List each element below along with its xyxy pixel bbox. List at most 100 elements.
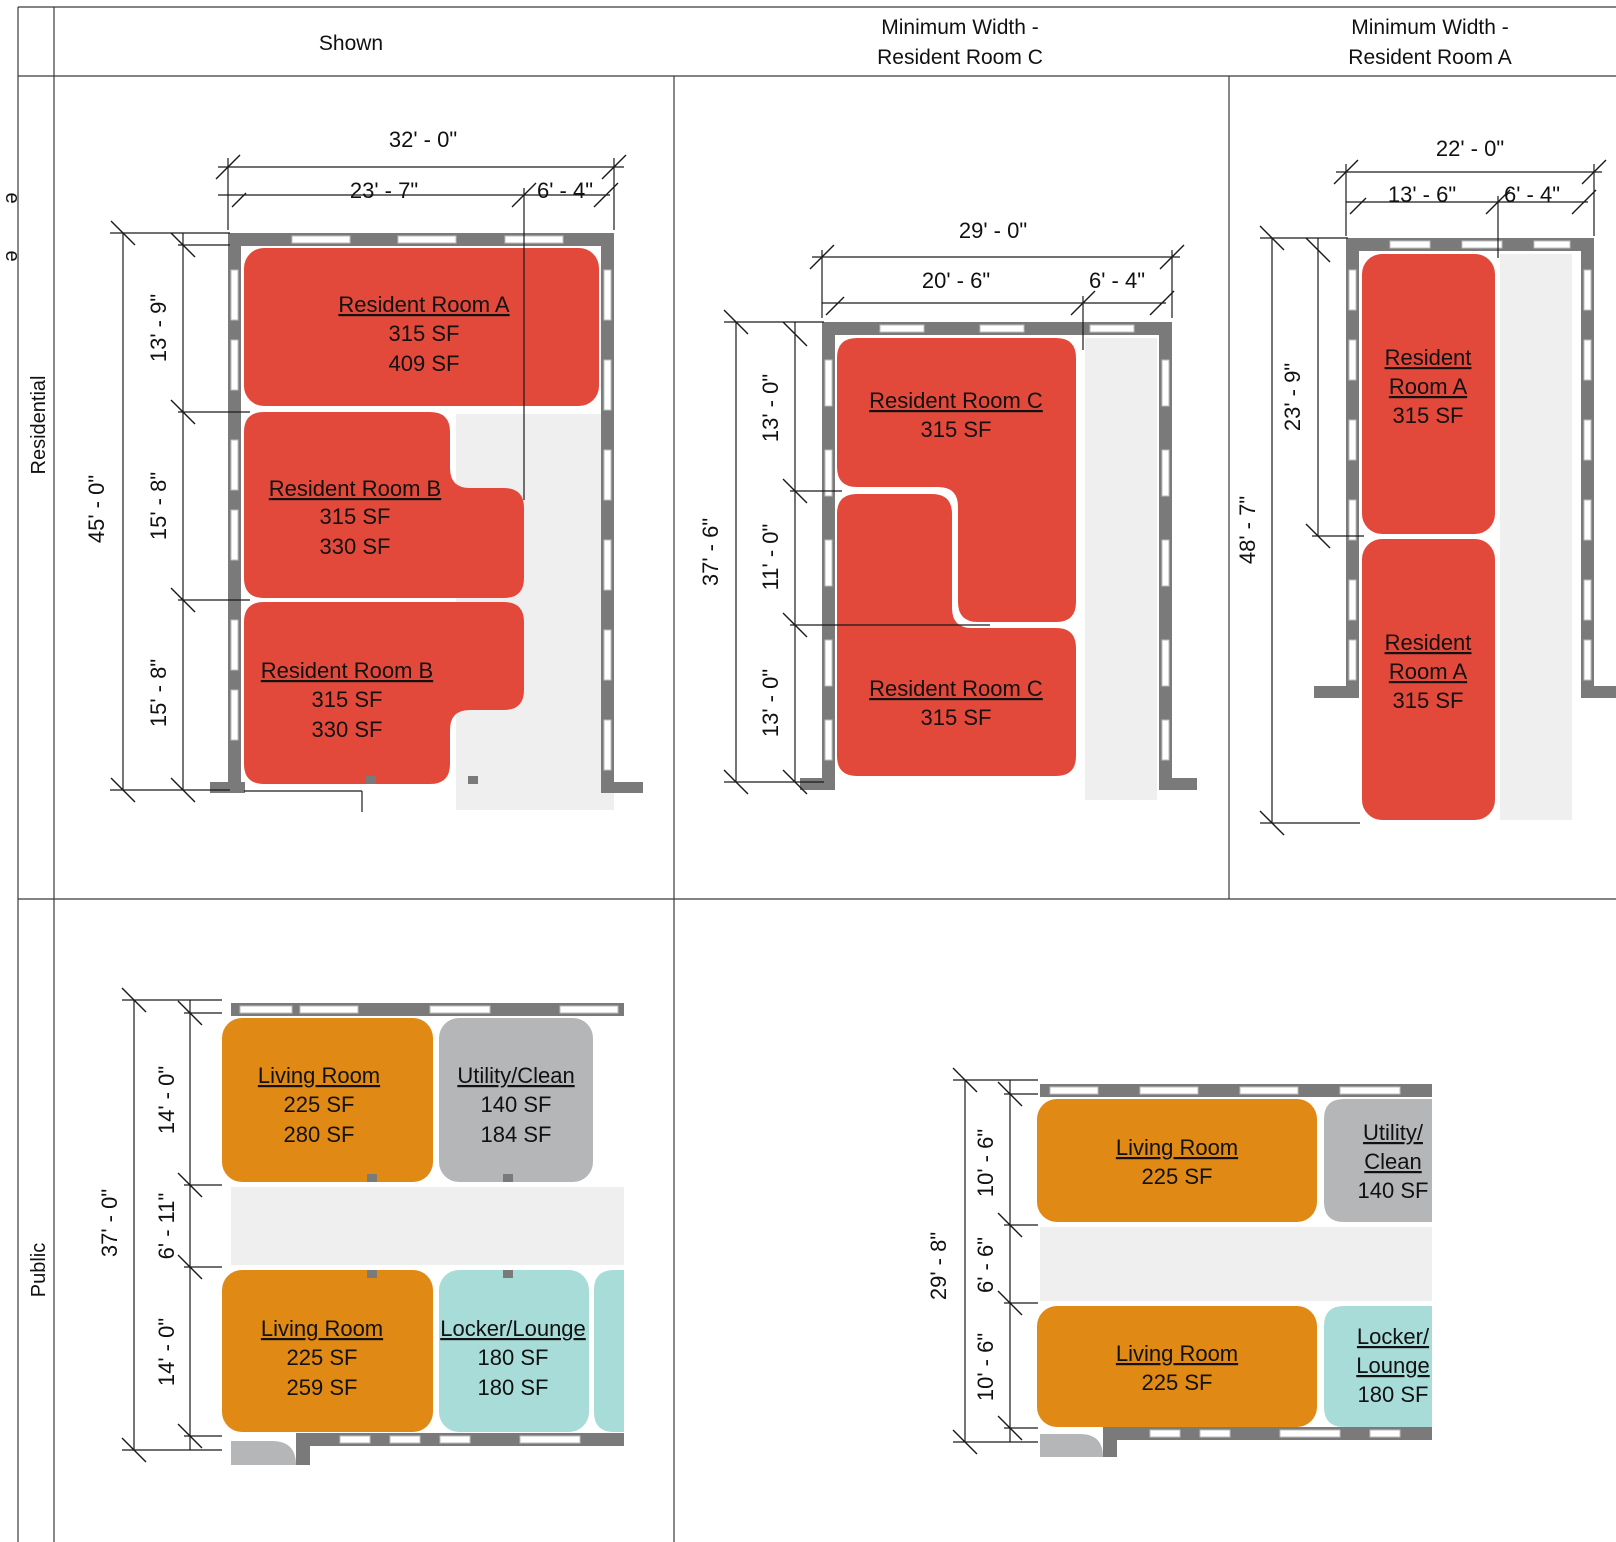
dimension-overall-height: 37' - 0" (97, 1189, 122, 1257)
dimension-height-2: 6' - 6" (973, 1237, 998, 1293)
room-area: 184 SF (481, 1122, 552, 1147)
door-swing (1040, 1434, 1103, 1457)
room-resident-a-1 (1362, 254, 1495, 534)
room-name: Resident Room B (269, 476, 441, 501)
room-name: Living Room (258, 1063, 380, 1088)
dimension-lines (110, 154, 627, 803)
dimension-overall-height: 29' - 8" (926, 1232, 951, 1300)
windows (1049, 1086, 1401, 1438)
room-name: Living Room (1116, 1341, 1238, 1366)
dimension-right-width: 6' - 4" (1089, 268, 1145, 293)
room-name: Locker/Lounge (440, 1316, 586, 1341)
room-area: 259 SF (287, 1375, 358, 1400)
room-name: Room A (1389, 374, 1468, 399)
dimension-left-width: 23' - 7" (350, 178, 418, 203)
corridor (1040, 1227, 1432, 1301)
room-name: Utility/Clean (457, 1063, 574, 1088)
corridor (1500, 254, 1572, 820)
shown-residential-plan: Resident Room A 315 SF 409 SF Resident R… (84, 127, 643, 812)
room-name: Living Room (1116, 1135, 1238, 1160)
windows (824, 324, 1170, 761)
room-area: 180 SF (478, 1375, 549, 1400)
dimension-height-1: 14' - 0" (154, 1066, 179, 1134)
dimension-height-1: 10' - 6" (973, 1129, 998, 1197)
room-resident-a (244, 248, 599, 406)
dimension-right-width: 6' - 4" (537, 178, 593, 203)
dimension-height-3: 13' - 0" (758, 669, 783, 737)
windows (1348, 240, 1592, 681)
room-living-1 (1037, 1099, 1317, 1222)
dimension-height-3: 14' - 0" (154, 1318, 179, 1386)
room-name: Resident (1385, 345, 1472, 370)
dimension-height-1: 13' - 9" (146, 294, 171, 362)
min-a-residential-plan: Resident Room A 315 SF Resident Room A 3… (1235, 136, 1616, 836)
room-name: Locker/ (1357, 1324, 1430, 1349)
room-living-2 (1037, 1306, 1317, 1427)
dimension-lines (952, 1067, 1038, 1455)
room-area: 140 SF (481, 1092, 552, 1117)
room-area: 409 SF (389, 351, 460, 376)
dimension-height-1: 13' - 0" (758, 374, 783, 442)
room-name: Room A (1389, 659, 1468, 684)
dimension-left-width: 20' - 6" (922, 268, 990, 293)
corridor (1085, 338, 1157, 800)
edge-fragment-2: e (1, 250, 23, 261)
room-name: Lounge (1356, 1353, 1429, 1378)
room-area: 315 SF (320, 504, 391, 529)
room-living-1 (222, 1018, 433, 1182)
room-name: Utility/ (1363, 1120, 1424, 1145)
room-name: Resident Room C (869, 676, 1043, 701)
min-public-plan: Living Room 225 SF Utility/ Clean 140 SF… (926, 1067, 1432, 1457)
room-resident-b-1 (244, 412, 524, 598)
shown-public-plan: Living Room 225 SF 280 SF Utility/Clean … (97, 987, 624, 1465)
dimension-height-3: 10' - 6" (973, 1333, 998, 1401)
room-resident-c-2 (837, 494, 1076, 776)
room-locker-partial (594, 1270, 624, 1432)
dimension-overall-height: 45' - 0" (84, 475, 109, 543)
room-area: 225 SF (287, 1345, 358, 1370)
header-min-a-line1: Minimum Width - (1351, 16, 1509, 39)
header-min-a-line2: Resident Room A (1348, 46, 1511, 69)
table-grid (17, 6, 1616, 1542)
room-living-2 (222, 1270, 433, 1432)
room-name: Clean (1364, 1149, 1421, 1174)
room-area: 225 SF (1142, 1164, 1213, 1189)
windows (230, 235, 612, 771)
wall-bottom (210, 782, 245, 793)
room-locker (439, 1270, 589, 1432)
header-shown: Shown (319, 32, 383, 55)
room-area: 315 SF (389, 321, 460, 346)
dimension-height-3: 15' - 8" (146, 659, 171, 727)
room-area: 315 SF (921, 417, 992, 442)
dimension-overall-height: 37' - 6" (698, 518, 723, 586)
dimension-overall-width: 32' - 0" (389, 127, 457, 152)
room-area: 140 SF (1358, 1178, 1429, 1203)
room-area: 315 SF (312, 687, 383, 712)
room-area: 180 SF (478, 1345, 549, 1370)
row-label-public: Public (28, 1243, 50, 1297)
windows (239, 1005, 619, 1444)
room-area: 225 SF (284, 1092, 355, 1117)
dimension-lines (723, 244, 1185, 795)
wall-bottom (1113, 1427, 1432, 1440)
dimension-height-2: 15' - 8" (146, 472, 171, 540)
dimension-lines (1259, 159, 1607, 836)
edge-fragment-1: e (1, 192, 23, 203)
dimension-overall-height: 48' - 7" (1235, 496, 1260, 564)
min-c-residential-plan: Resident Room C 315 SF Resident Room C 3… (698, 218, 1197, 800)
room-area: 180 SF (1358, 1382, 1429, 1407)
wall-top (1040, 1084, 1432, 1097)
dimension-height-1: 23' - 9" (1280, 363, 1305, 431)
room-utility (439, 1018, 593, 1182)
room-name: Resident Room C (869, 388, 1043, 413)
room-name: Resident (1385, 630, 1472, 655)
dimension-overall-width: 29' - 0" (959, 218, 1027, 243)
dimension-overall-width: 22' - 0" (1436, 136, 1504, 161)
room-resident-c-1 (837, 338, 1076, 622)
row-label-residential: Residential (28, 376, 50, 475)
room-area: 330 SF (320, 534, 391, 559)
dimension-height-2: 11' - 0" (758, 524, 783, 591)
room-resident-b-2 (244, 602, 524, 784)
room-resident-a-2 (1362, 539, 1495, 820)
